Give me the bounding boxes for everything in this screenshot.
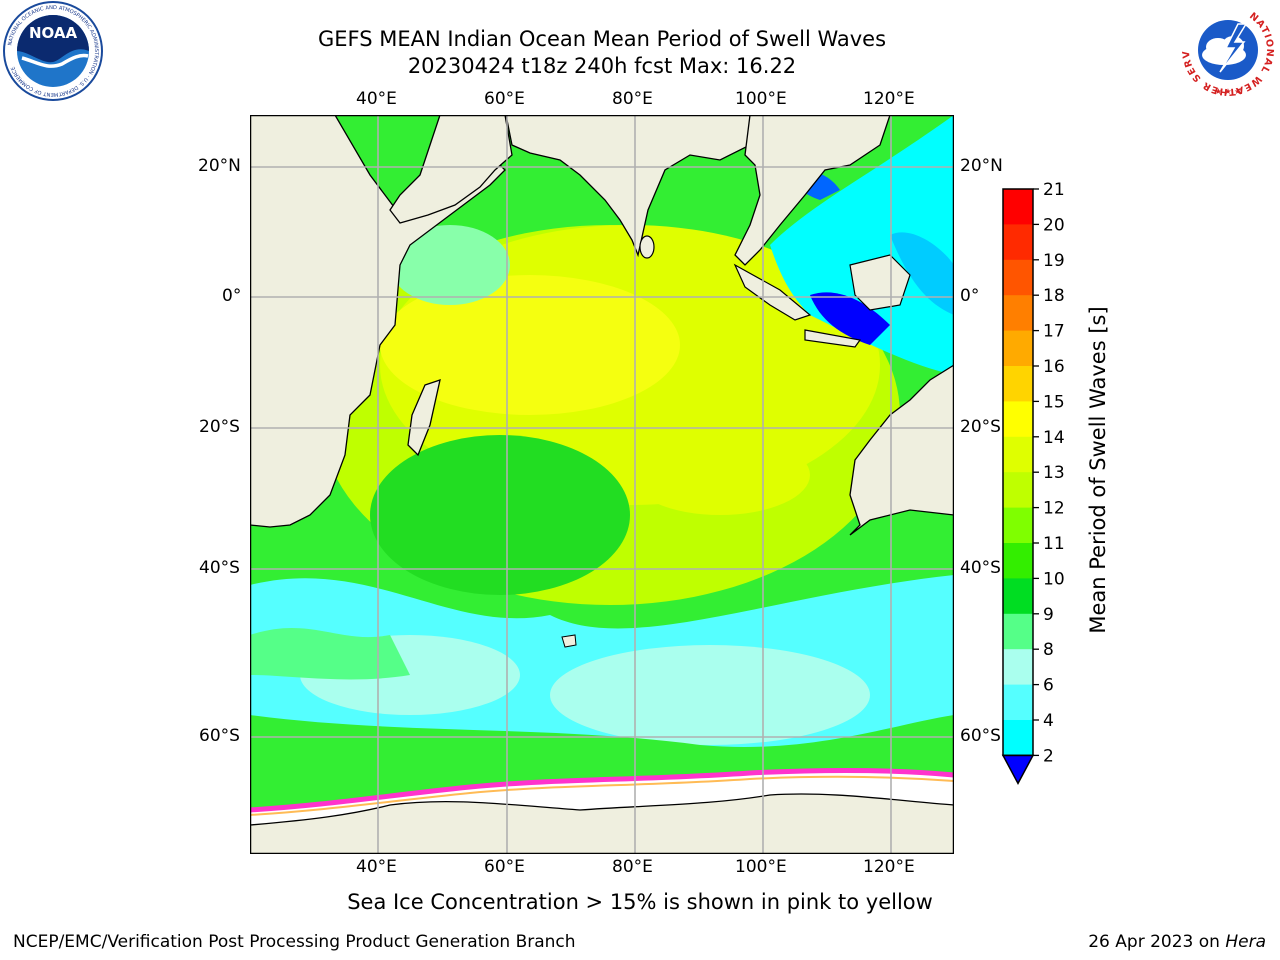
lon-label-bottom: 120°E	[863, 857, 915, 877]
colorbar-tick-label: 6	[1043, 676, 1054, 696]
lon-label-top: 80°E	[612, 89, 653, 109]
colorbar-tick-label: 13	[1043, 463, 1065, 483]
lat-label-right: 20°N	[960, 156, 1003, 176]
colorbar-extend-arrow	[1001, 754, 1035, 785]
noaa-logo: NATIONAL OCEANIC AND ATMOSPHERIC ADMINIS…	[3, 1, 103, 101]
colorbar-segment	[1003, 649, 1033, 686]
date-stamp: 26 Apr 2023 on Hera	[1088, 932, 1266, 952]
lat-label-left: 60°S	[199, 726, 240, 746]
colorbar-tick-label: 12	[1043, 499, 1065, 519]
colorbar-tick-label: 10	[1043, 569, 1065, 589]
colorbar-tick-label: 16	[1043, 357, 1065, 377]
colorbar-tick-label: 18	[1043, 286, 1065, 306]
svg-text:★ ★ ★: ★ ★ ★	[1215, 87, 1242, 96]
colorbar-tick-label: 19	[1043, 251, 1065, 271]
colorbar-segment	[1003, 401, 1033, 438]
colorbar: 21 20 19 18 17 16 15 14 13 12 11 10 9 8 6 4 2	[1001, 180, 1065, 785]
lon-label-top: 60°E	[484, 89, 525, 109]
date-text: 26 Apr 2023 on	[1088, 932, 1220, 952]
colorbar-segment	[1003, 330, 1033, 367]
lat-label-left: 20°N	[198, 156, 241, 176]
colorbar-segment	[1003, 613, 1033, 650]
lon-label-top: 100°E	[735, 89, 787, 109]
colorbar-segment	[1003, 684, 1033, 721]
colorbar-segment	[1003, 366, 1033, 402]
host-name: Hera	[1225, 932, 1266, 952]
map-title: GEFS MEAN Indian Ocean Mean Period of Sw…	[317, 27, 887, 51]
colorbar-segment	[1003, 720, 1033, 756]
colorbar-segment	[1003, 189, 1033, 225]
lat-label-left: 0°	[222, 286, 242, 306]
colorbar-segment	[1003, 507, 1033, 544]
credit-text: NCEP/EMC/Verification Post Processing Pr…	[13, 932, 576, 952]
lon-label-bottom: 40°E	[356, 857, 397, 877]
lat-label-right: 20°S	[960, 417, 1001, 437]
colorbar-tick-label: 8	[1043, 640, 1054, 660]
lon-label-bottom: 60°E	[484, 857, 525, 877]
sea-ice-note: Sea Ice Concentration > 15% is shown in …	[347, 890, 933, 914]
colorbar-tick-label: 4	[1043, 711, 1054, 731]
nws-logo: NATIONAL WEATHER SERVICE ★ ★ ★	[1178, 0, 1276, 98]
colorbar-title: Mean Period of Swell Waves [s]	[1086, 306, 1110, 634]
lat-label-left: 40°S	[199, 558, 240, 578]
lat-label-left: 20°S	[199, 417, 240, 437]
lat-label-right: 40°S	[960, 558, 1001, 578]
noaa-logo-text: NOAA	[29, 24, 78, 42]
lat-label-right: 60°S	[960, 726, 1001, 746]
colorbar-tick-label: 17	[1043, 322, 1065, 342]
colorbar-tick-label: 2	[1043, 746, 1054, 766]
colorbar-tick-label: 20	[1043, 215, 1065, 235]
colorbar-segment	[1003, 436, 1033, 473]
lon-label-top: 40°E	[356, 89, 397, 109]
lat-label-right: 0°	[960, 286, 980, 306]
colorbar-segment	[1003, 224, 1033, 261]
lon-label-top: 120°E	[863, 89, 915, 109]
colorbar-tick-label: 11	[1043, 534, 1065, 554]
colorbar-segment	[1003, 295, 1033, 332]
colorbar-segment	[1003, 543, 1033, 579]
lon-label-bottom: 80°E	[612, 857, 653, 877]
lon-label-bottom: 100°E	[735, 857, 787, 877]
map-subtitle: 20230424 t18z 240h fcst Max: 16.22	[407, 54, 797, 78]
colorbar-tick-label: 9	[1043, 605, 1054, 625]
swell-period-map	[250, 115, 954, 854]
colorbar-tick-label: 15	[1043, 392, 1065, 412]
colorbar-segment	[1003, 259, 1033, 296]
colorbar-tick-label: 21	[1043, 180, 1065, 200]
colorbar-tick-label: 14	[1043, 428, 1065, 448]
colorbar-segment	[1003, 472, 1033, 509]
colorbar-segment	[1003, 578, 1033, 615]
